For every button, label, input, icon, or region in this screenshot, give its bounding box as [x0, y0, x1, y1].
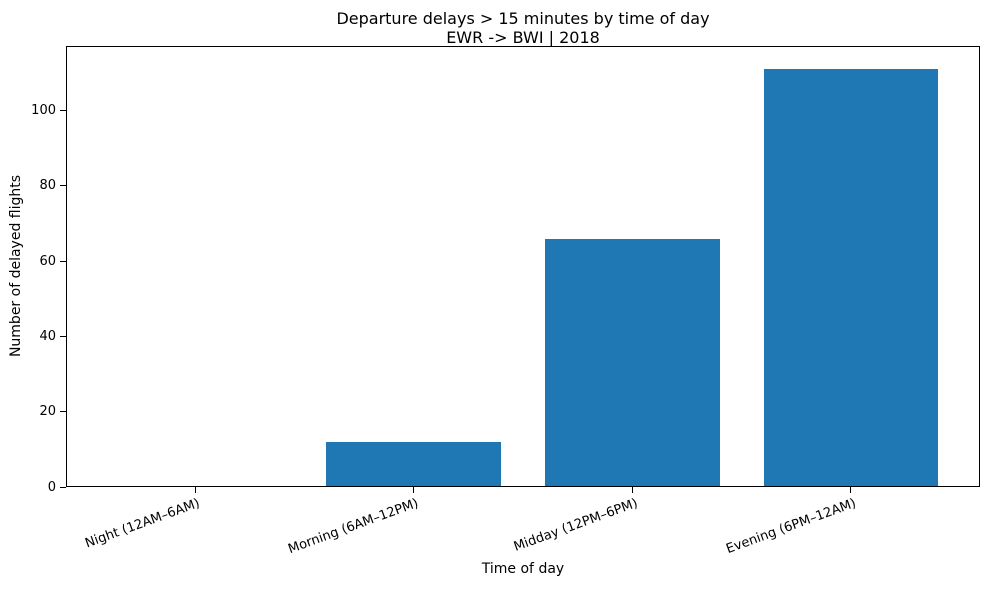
x-tick-mark [631, 487, 633, 493]
chart-subtitle: EWR -> BWI | 2018 [446, 28, 600, 47]
x-tick-label: Morning (6AM–12PM) [286, 496, 421, 558]
chart-title: Departure delays > 15 minutes by time of… [336, 9, 710, 28]
y-tick-label: 100 [31, 103, 56, 119]
y-tick-label: 60 [39, 253, 56, 269]
x-axis-label: Time of day [481, 561, 565, 577]
y-tick-label: 40 [39, 328, 56, 344]
x-tick-mark [850, 487, 852, 493]
y-tick-mark [60, 411, 66, 413]
y-tick-mark [60, 110, 66, 112]
bar [326, 441, 502, 486]
y-tick-label: 20 [39, 404, 56, 420]
x-tick-label: Evening (6PM–12AM) [724, 496, 859, 557]
y-tick-label: 80 [39, 178, 56, 194]
y-tick-mark [60, 260, 66, 262]
x-tick-mark [194, 487, 196, 493]
x-tick-label: Midday (12PM–6PM) [511, 496, 640, 555]
y-tick-mark [60, 185, 66, 187]
bar [763, 69, 939, 486]
bar [544, 238, 720, 486]
x-tick-label: Night (12AM–6AM) [83, 496, 203, 552]
x-tick-mark [413, 487, 415, 493]
y-tick-mark [60, 486, 66, 488]
y-tick-mark [60, 335, 66, 337]
y-tick-label: 0 [47, 479, 56, 495]
